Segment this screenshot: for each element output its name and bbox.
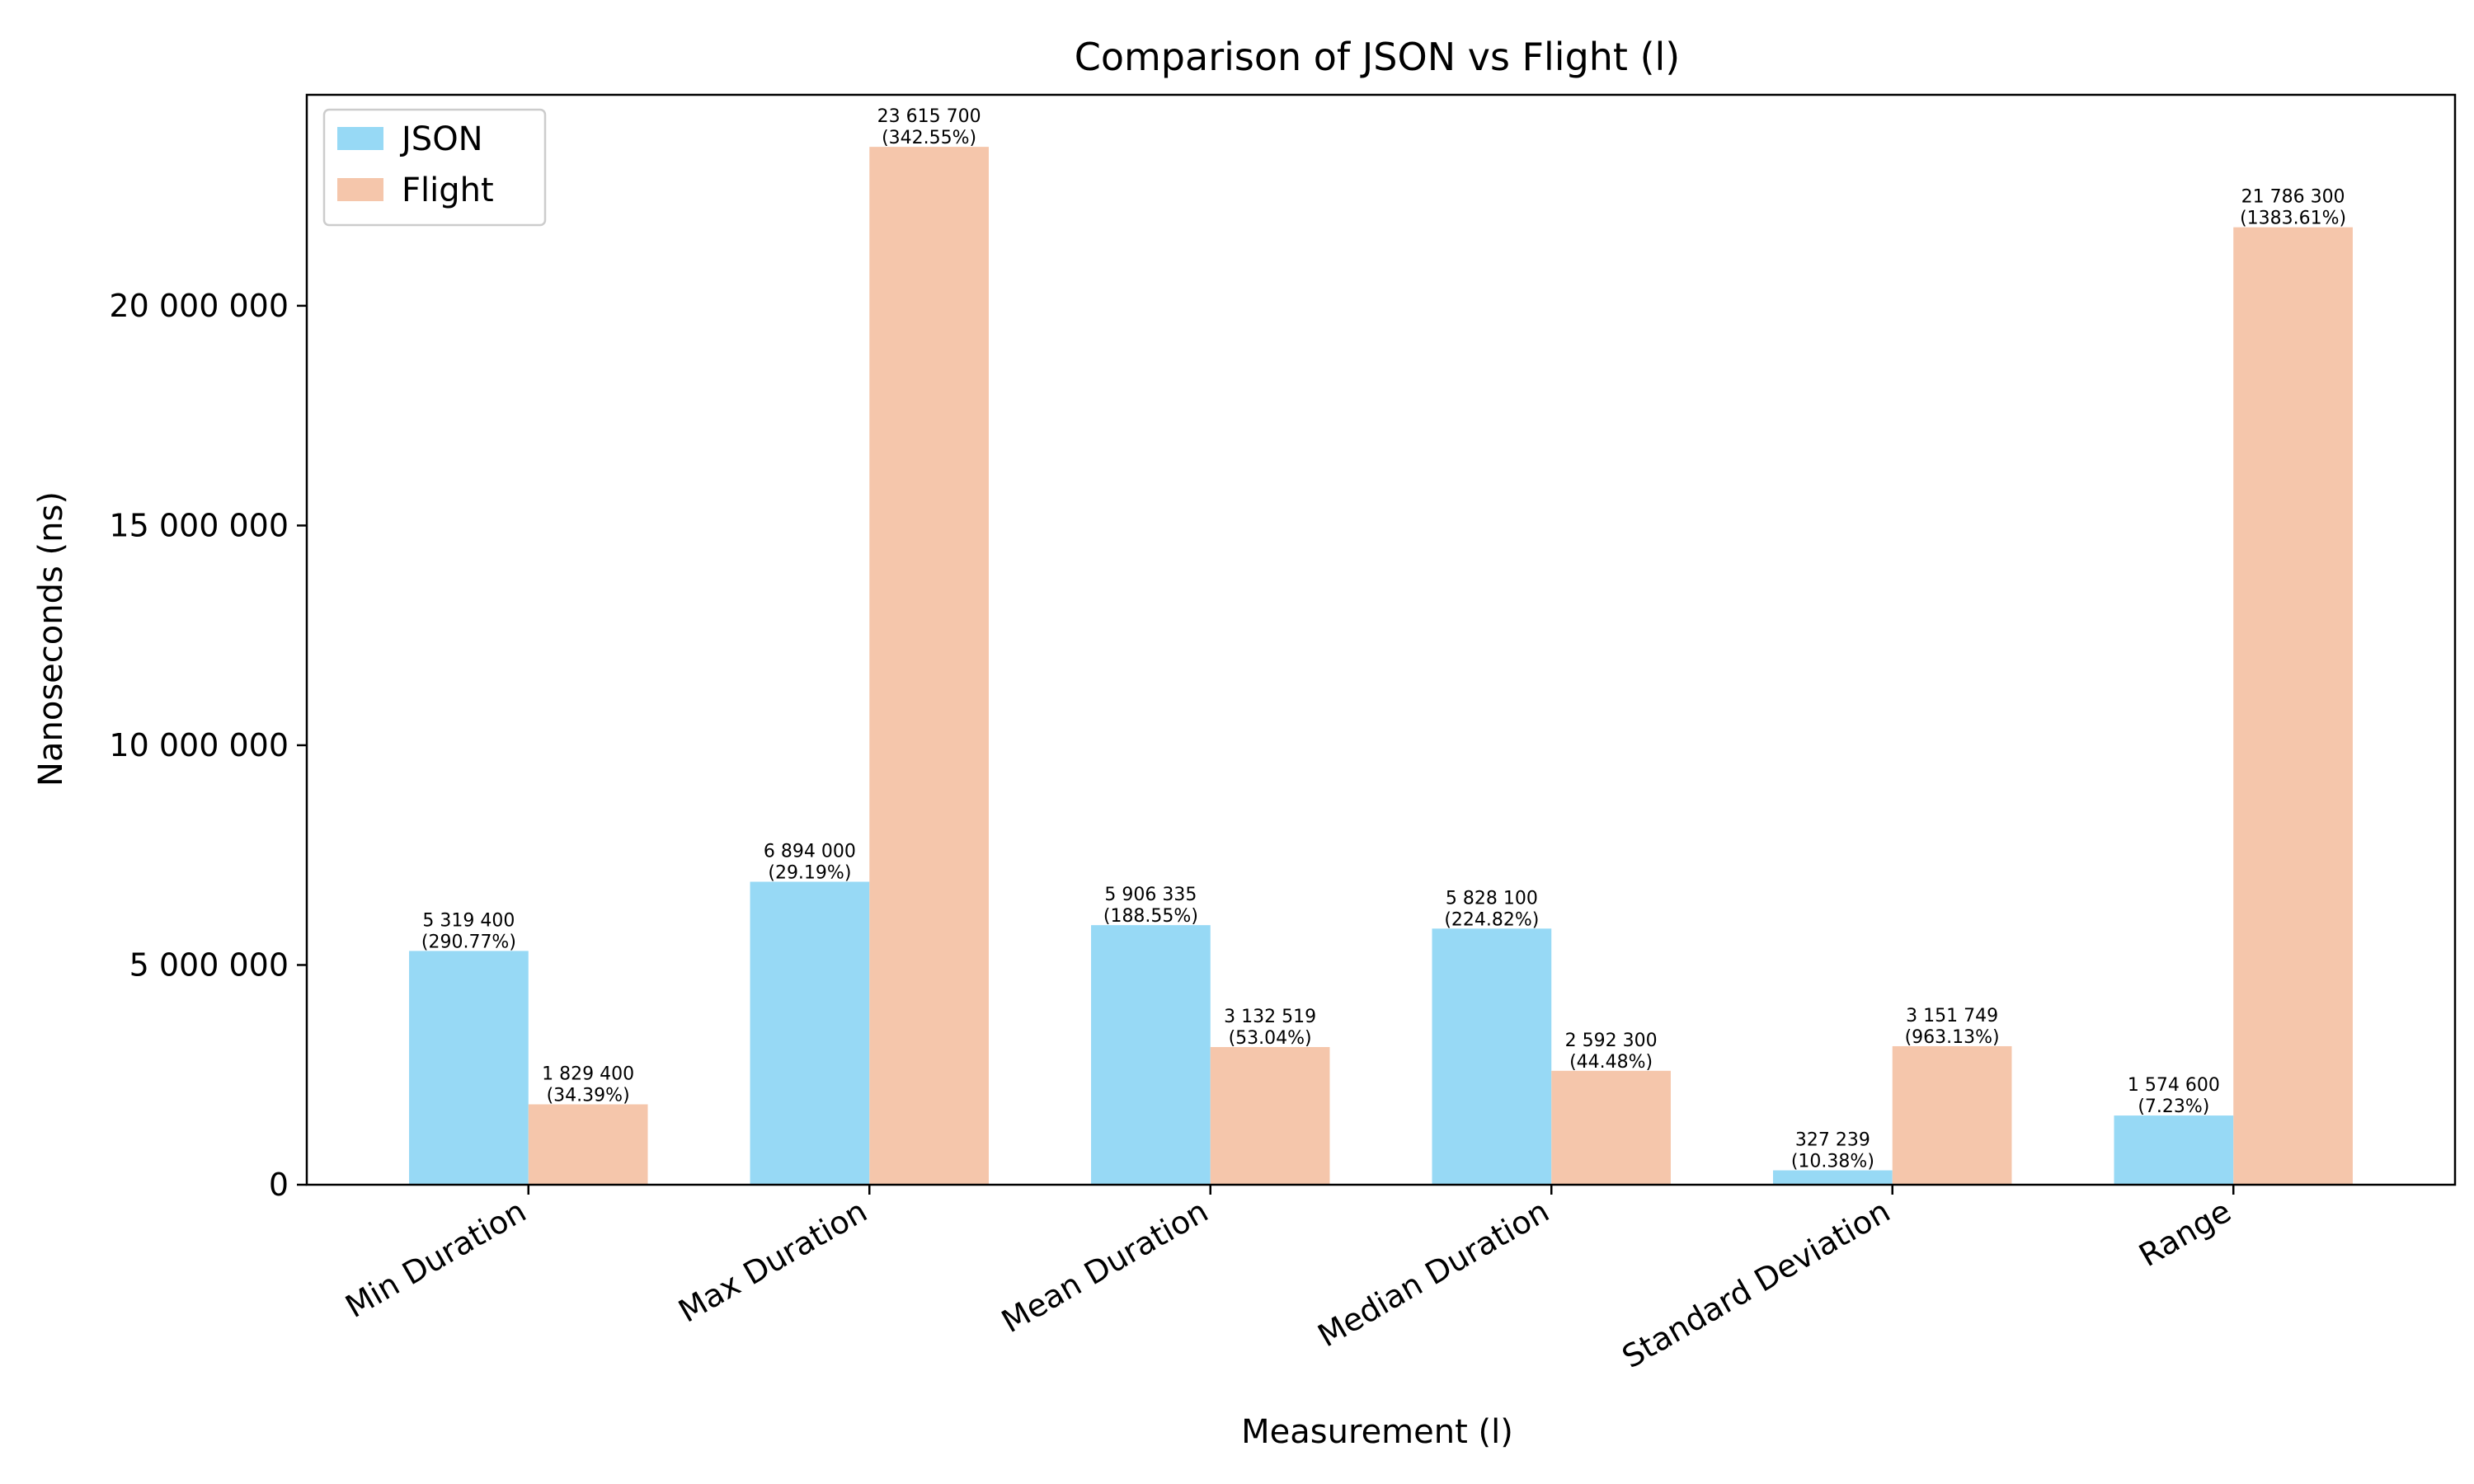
x-tick-label-0: Min Duration — [339, 1193, 532, 1325]
data-label-value-json-2: 5 906 335 — [1104, 885, 1197, 905]
data-label-pct-flight-3: (44.48%) — [1569, 1052, 1653, 1073]
x-tick-label-4: Standard Deviation — [1616, 1193, 1897, 1375]
data-label-pct-json-5: (7.23%) — [2138, 1097, 2209, 1117]
bar-flight-4 — [1892, 1045, 2012, 1185]
x-tick-label-3: Median Duration — [1312, 1193, 1555, 1355]
bar-flight-1 — [869, 147, 989, 1185]
legend-label-json: JSON — [399, 120, 483, 158]
data-label-value-flight-2: 3 132 519 — [1224, 1007, 1316, 1027]
legend-swatch-json — [337, 127, 383, 150]
x-tick-label-2: Mean Duration — [995, 1193, 1214, 1340]
plot-frame — [305, 93, 2457, 1186]
data-label-pct-json-4: (10.38%) — [1791, 1152, 1874, 1172]
data-label-value-json-1: 6 894 000 — [764, 842, 856, 862]
data-label-pct-json-3: (224.82%) — [1444, 909, 1539, 930]
y-tick-label-0: 0 — [269, 1167, 289, 1203]
data-label-value-flight-3: 2 592 300 — [1565, 1031, 1658, 1051]
data-label-pct-flight-1: (342.55%) — [882, 128, 976, 148]
bar-json-4 — [1773, 1170, 1893, 1185]
data-label-value-json-3: 5 828 100 — [1446, 888, 1538, 909]
legend-swatch-flight — [337, 178, 383, 201]
legend-label-flight: Flight — [402, 171, 494, 209]
data-label-value-flight-1: 23 615 700 — [877, 106, 981, 127]
data-label-pct-flight-2: (53.04%) — [1229, 1028, 1312, 1049]
bar-flight-3 — [1551, 1070, 1671, 1185]
data-label-pct-json-0: (290.77%) — [421, 932, 516, 952]
y-tick-label-3: 15 000 000 — [109, 507, 289, 543]
data-label-value-json-4: 327 239 — [1795, 1130, 1870, 1151]
y-axis-label: Nanoseconds (ns) — [32, 491, 70, 787]
data-label-pct-json-2: (188.55%) — [1103, 906, 1198, 927]
data-label-value-json-0: 5 319 400 — [422, 910, 515, 931]
bar-flight-5 — [2233, 227, 2353, 1185]
x-axis-label: Measurement (l) — [1241, 1413, 1513, 1451]
bar-json-3 — [1432, 928, 1552, 1185]
x-tick-label-1: Max Duration — [672, 1193, 872, 1330]
y-tick-label-4: 20 000 000 — [109, 288, 289, 324]
data-label-value-flight-0: 1 829 400 — [542, 1064, 634, 1084]
data-label-pct-flight-5: (1383.61%) — [2240, 209, 2346, 229]
data-label-value-json-5: 1 574 600 — [2128, 1075, 2220, 1096]
data-label-value-flight-5: 21 786 300 — [2241, 187, 2345, 208]
data-label-pct-flight-4: (963.13%) — [1905, 1027, 2000, 1048]
y-tick-label-2: 10 000 000 — [109, 727, 289, 763]
chart-title: Comparison of JSON vs Flight (l) — [1075, 35, 1681, 79]
data-label-pct-flight-0: (34.39%) — [547, 1085, 630, 1106]
data-label-pct-json-1: (29.19%) — [768, 863, 851, 884]
plot-area: 5 319 400(290.77%) 6 894 000(29.19%) 5 906… — [109, 93, 2457, 1375]
bar-json-2 — [1091, 925, 1211, 1185]
bar-json-0 — [409, 951, 529, 1185]
x-tick-label-5: Range — [2133, 1193, 2236, 1274]
bar-flight-0 — [528, 1104, 648, 1185]
data-label-value-flight-4: 3 151 749 — [1906, 1006, 1998, 1026]
legend: JSON Flight — [322, 108, 547, 227]
bar-json-1 — [750, 881, 870, 1185]
bar-flight-2 — [1210, 1047, 1330, 1185]
y-tick-label-1: 5 000 000 — [129, 946, 289, 983]
bar-json-5 — [2114, 1115, 2234, 1185]
